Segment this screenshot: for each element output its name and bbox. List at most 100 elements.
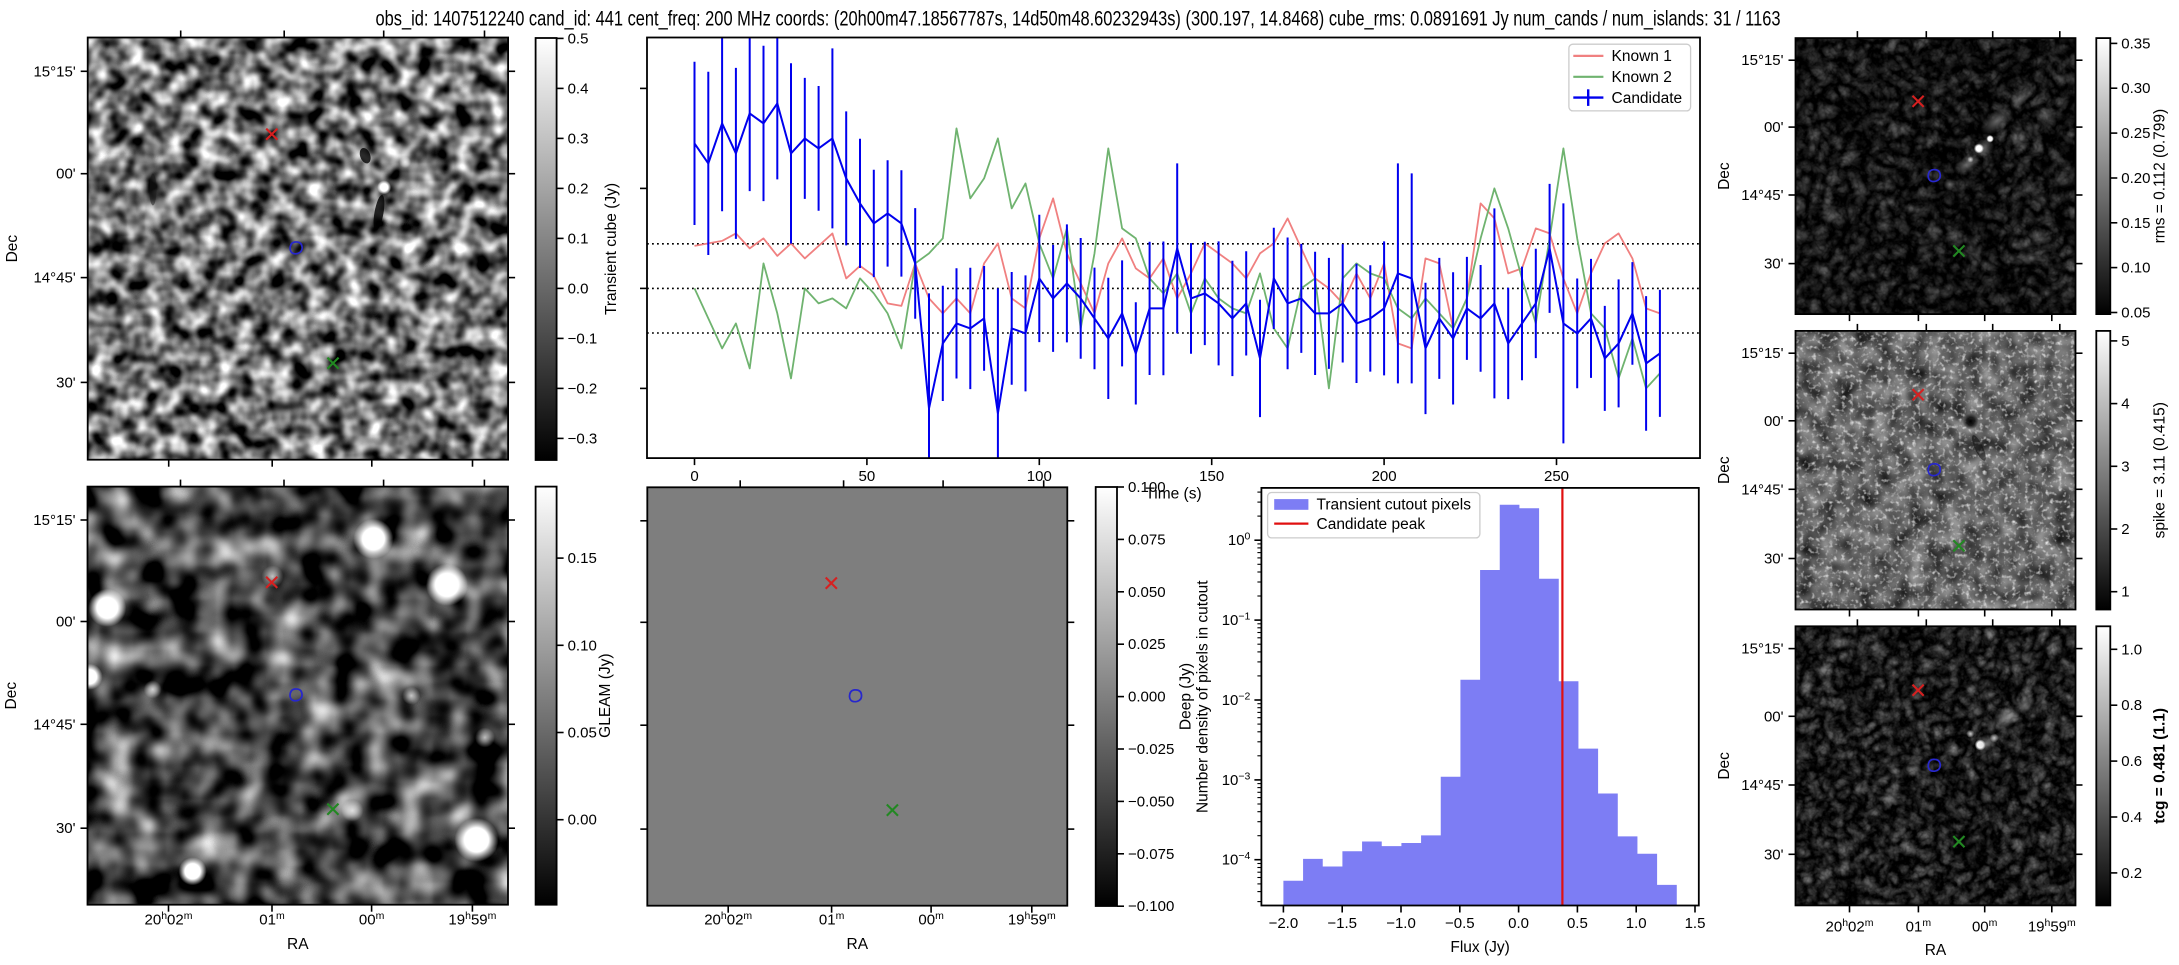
svg-text:01m​: 01m​ (1906, 917, 1932, 936)
svg-text:−0.3: −0.3 (568, 430, 598, 447)
svg-text:0.5: 0.5 (568, 30, 589, 47)
svg-text:0.10: 0.10 (568, 637, 597, 654)
svg-text:0.050: 0.050 (1128, 584, 1166, 601)
svg-text:19h​59m​: 19h​59m​ (1008, 910, 1056, 929)
svg-text:Dec: Dec (3, 682, 20, 710)
svg-text:0.0: 0.0 (1508, 915, 1529, 932)
svg-text:0.075: 0.075 (1128, 531, 1166, 548)
svg-text:0: 0 (690, 468, 698, 485)
svg-text:RA: RA (1925, 942, 1947, 959)
svg-text:−0.5: −0.5 (1445, 915, 1475, 932)
svg-text:0.025: 0.025 (1128, 636, 1166, 653)
svg-text:3: 3 (2121, 458, 2129, 475)
svg-text:15°15': 15°15' (1741, 345, 1783, 362)
svg-text:00': 00' (56, 166, 76, 183)
svg-text:01m​: 01m​ (259, 910, 285, 929)
svg-text:2: 2 (2121, 521, 2129, 538)
svg-text:Time (s): Time (s) (1145, 486, 1201, 503)
svg-text:14°45': 14°45' (1741, 777, 1783, 794)
svg-text:30': 30' (1764, 256, 1784, 273)
svg-text:250: 250 (1544, 468, 1569, 485)
svg-text:0.15: 0.15 (2121, 215, 2150, 232)
svg-text:0.2: 0.2 (568, 180, 589, 197)
svg-text:0.35: 0.35 (2121, 35, 2150, 52)
svg-text:RA: RA (847, 936, 869, 953)
svg-text:0.00: 0.00 (568, 812, 597, 829)
svg-text:15°15': 15°15' (1741, 52, 1783, 69)
svg-text:−2.0: −2.0 (1269, 915, 1299, 932)
svg-text:0.15: 0.15 (568, 550, 597, 567)
svg-text:150: 150 (1199, 468, 1224, 485)
svg-text:100: 100 (1027, 468, 1052, 485)
svg-text:14°45': 14°45' (33, 716, 75, 733)
svg-text:0.5: 0.5 (1567, 915, 1588, 932)
svg-text:Dec: Dec (4, 235, 21, 263)
svg-text:30': 30' (1764, 551, 1784, 568)
svg-text:Transient cube (Jy): Transient cube (Jy) (603, 183, 620, 315)
svg-text:00m​: 00m​ (918, 910, 944, 929)
svg-text:−1.0: −1.0 (1386, 915, 1416, 932)
svg-text:20h​02m​: 20h​02m​ (1826, 917, 1874, 936)
svg-text:rms = 0.112 (0.799): rms = 0.112 (0.799) (2152, 109, 2169, 244)
svg-text:0.30: 0.30 (2121, 80, 2150, 97)
svg-text:20h​02m​: 20h​02m​ (145, 910, 193, 929)
svg-text:obs_id: 1407512240 cand_id: 44: obs_id: 1407512240 cand_id: 441 cent_fre… (376, 8, 1781, 31)
svg-text:−0.100: −0.100 (1128, 898, 1174, 915)
svg-text:GLEAM (Jy): GLEAM (Jy) (597, 653, 614, 737)
svg-text:0.20: 0.20 (2121, 170, 2150, 187)
svg-text:15°15': 15°15' (33, 63, 75, 80)
svg-text:Known 2: Known 2 (1612, 69, 1672, 86)
svg-text:−1.5: −1.5 (1327, 915, 1357, 932)
svg-text:14°45': 14°45' (1741, 187, 1783, 204)
svg-text:15°15': 15°15' (1741, 641, 1783, 658)
svg-text:50: 50 (859, 468, 876, 485)
svg-text:19h​59m​: 19h​59m​ (448, 910, 496, 929)
svg-text:19h​59m​: 19h​59m​ (2028, 917, 2076, 936)
svg-text:01m​: 01m​ (819, 910, 845, 929)
svg-text:1: 1 (2121, 584, 2129, 601)
svg-text:0.0: 0.0 (568, 280, 589, 297)
svg-text:0.6: 0.6 (2121, 753, 2142, 770)
svg-text:spike = 3.11 (0.415): spike = 3.11 (0.415) (2152, 402, 2169, 538)
svg-text:1.0: 1.0 (1626, 915, 1647, 932)
svg-text:−0.1: −0.1 (568, 330, 598, 347)
svg-text:−0.025: −0.025 (1128, 741, 1174, 758)
svg-text:0.4: 0.4 (2121, 809, 2142, 826)
svg-text:30': 30' (56, 374, 76, 391)
svg-text:0.2: 0.2 (2121, 865, 2142, 882)
svg-text:Candidate peak: Candidate peak (1317, 516, 1426, 533)
svg-text:Flux (Jy): Flux (Jy) (1450, 939, 1509, 956)
svg-text:0.05: 0.05 (568, 725, 597, 742)
svg-text:00': 00' (1764, 413, 1784, 430)
svg-text:14°45': 14°45' (33, 270, 75, 287)
svg-text:15°15': 15°15' (33, 512, 75, 529)
svg-text:0.8: 0.8 (2121, 697, 2142, 714)
svg-text:0.000: 0.000 (1128, 689, 1166, 706)
svg-text:00': 00' (56, 614, 76, 631)
svg-text:Known 1: Known 1 (1612, 48, 1672, 65)
svg-text:20h​02m​: 20h​02m​ (704, 910, 752, 929)
svg-text:0.10: 0.10 (2121, 260, 2150, 277)
svg-text:5: 5 (2121, 333, 2129, 350)
svg-text:00': 00' (1764, 708, 1784, 725)
svg-text:0.1: 0.1 (568, 230, 589, 247)
svg-text:00': 00' (1764, 119, 1784, 136)
svg-text:200: 200 (1372, 468, 1397, 485)
svg-text:30': 30' (56, 820, 76, 837)
svg-text:RA: RA (287, 936, 309, 953)
svg-text:Dec: Dec (1716, 162, 1733, 190)
svg-text:30': 30' (1764, 846, 1784, 863)
svg-text:−0.075: −0.075 (1128, 846, 1174, 863)
svg-text:0.05: 0.05 (2121, 305, 2150, 322)
svg-text:−0.050: −0.050 (1128, 793, 1174, 810)
svg-text:0.25: 0.25 (2121, 125, 2150, 142)
svg-text:Dec: Dec (1716, 456, 1733, 484)
svg-text:Candidate: Candidate (1612, 90, 1683, 107)
svg-text:Number density of pixels in cu: Number density of pixels in cutout (1195, 580, 1212, 813)
svg-text:0.3: 0.3 (568, 130, 589, 147)
svg-text:0.4: 0.4 (568, 80, 589, 97)
svg-text:1.5: 1.5 (1685, 915, 1706, 932)
svg-text:−0.2: −0.2 (568, 380, 598, 397)
svg-text:1.0: 1.0 (2121, 641, 2142, 658)
svg-text:Deep (Jy): Deep (Jy) (1178, 663, 1195, 730)
